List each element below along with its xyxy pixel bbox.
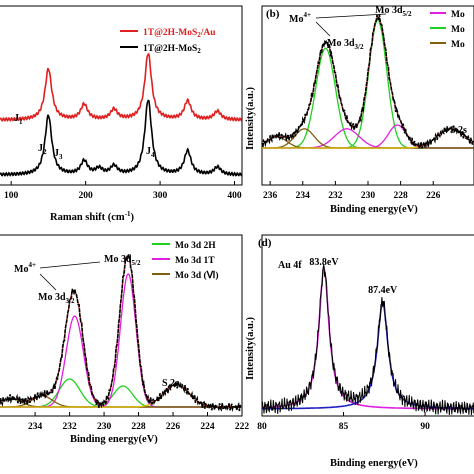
b-d32-label: Mo 3d3/2 — [327, 38, 364, 51]
c-x-axis-label: Binding energy(eV) — [70, 434, 158, 445]
b-arrow-to-d32 — [315, 21, 331, 37]
raman-x-tick-label: 300 — [153, 191, 168, 201]
c-x-ticks: 234 232 230 228 226 224 222 — [28, 412, 249, 432]
legend-label-plain: 1T@2H-MoS2 — [143, 44, 201, 55]
raman-axes-frame — [0, 5, 243, 186]
raman-curves — [0, 53, 243, 177]
c-curves-tick-label: 228 — [131, 422, 146, 432]
raman-legend: 1T@2H-MoS2/Au 1T@2H-MoS2 — [120, 28, 216, 55]
raman-peak-label: J4 — [146, 146, 155, 159]
b-arrow-to-d52 — [315, 13, 387, 19]
c-curves — [0, 254, 242, 413]
c-legend: Mo 3d 2H Mo 3d 1T Mo 3d (Ⅵ) — [152, 241, 219, 281]
b-legend-label-2: Mo — [451, 25, 465, 35]
raman-peak-label: J3 — [54, 148, 63, 161]
b-mo4-label: Mo4+ — [289, 11, 311, 25]
b-x-axis-label: Binding energy(eV) — [330, 204, 418, 215]
b-d52-label: Mo 3d5/2 — [375, 5, 412, 18]
raman-series-line — [0, 99, 243, 177]
panel-raman: 100 200 300 400 1T@2H-MoS2/Au 1T@2H-MoS2 J1… — [0, 5, 243, 223]
c-curves-tick-label: 234 — [28, 422, 43, 432]
c-legend-label-2: Mo 3d 1T — [175, 256, 215, 266]
b-panel-label: (b) — [266, 8, 280, 20]
c-arrow-to-d32 — [39, 273, 57, 291]
d-x-tick-label: 90 — [420, 422, 430, 432]
c-s2s-label: S 2s — [162, 378, 179, 389]
c-curves-tick-label: 224 — [200, 422, 215, 432]
c-curves-tick-label: 226 — [166, 422, 181, 432]
c-annotations: Mo4+ Mo 3d3/2 Mo 3d5/2 S 2s — [14, 254, 179, 389]
d-x-axis-label: Binding energy(eV) — [330, 458, 418, 469]
c-curves-tick-label: 222 — [235, 422, 250, 432]
raman-series-line — [0, 53, 243, 123]
au-peak-label: 87.4eV — [368, 285, 398, 296]
raman-peak-label: J1 — [14, 113, 23, 126]
c-axes-frame — [0, 234, 243, 417]
b-curves-tick-label: 236 — [263, 191, 278, 201]
b-legend-label-3: Mo — [451, 40, 465, 50]
raman-x-tick-label: 100 — [4, 191, 19, 201]
d-panel-label: (d) — [258, 237, 272, 249]
au-raw-data — [261, 264, 474, 416]
raman-x-ticks: 100 200 300 400 — [4, 181, 242, 201]
b-curves-tick-label: 230 — [361, 191, 376, 201]
panel-c: 234 232 230 228 226 224 222 Binding energy(eV)… — [0, 234, 249, 445]
d-x-tick-label: 80 — [257, 422, 267, 432]
raman-x-axis-label: Raman shift (cm-1) — [50, 210, 135, 223]
b-curves-tick-label: 234 — [296, 191, 311, 201]
c-d52-label: Mo 3d5/2 — [104, 254, 141, 267]
c-legend-label-1: Mo 3d 2H — [175, 241, 216, 251]
b-curves — [261, 14, 474, 149]
b-annotations: Mo4+ Mo 3d3/2 Mo 3d5/2 S 2s — [289, 5, 467, 136]
d-axes-frame — [261, 234, 474, 417]
raman-x-tick-label: 200 — [79, 191, 94, 201]
c-mo4-label: Mo4+ — [14, 261, 36, 275]
d-title: Au 4f — [278, 260, 302, 271]
b-curves-tick-label: 228 — [393, 191, 408, 201]
panel-b: 23623423223022822622 (b) Intensity(a.u.)… — [245, 5, 474, 215]
b-legend: Mo Mo Mo — [430, 10, 465, 50]
d-x-tick-label: 85 — [339, 422, 349, 432]
c-legend-label-3: Mo 3d (Ⅵ) — [175, 270, 219, 281]
d-peak-labels: 83.8eV 87.4eV — [309, 257, 398, 296]
c-curves-tick-label: 230 — [97, 422, 112, 432]
xps-raw-data — [261, 14, 474, 149]
b-x-ticks: 23623423223022822622 — [263, 181, 441, 201]
raman-peak-labels: J1 J2 J3 J4 — [14, 113, 155, 161]
d-x-ticks: 80 85 90 — [257, 412, 430, 432]
b-y-axis-label: Intensity(a.u.) — [245, 86, 256, 150]
c-arrow-to-d52 — [39, 261, 101, 269]
d-y-axis-label: Intensity(a.u.) — [245, 316, 256, 380]
xps-raw-data — [0, 254, 242, 413]
b-axes-frame — [261, 5, 474, 186]
b-legend-label-1: Mo — [451, 10, 465, 20]
raman-peak-label: J2 — [38, 143, 47, 156]
au-peak-label: 83.8eV — [309, 257, 339, 268]
b-s2s-label: S 2s — [450, 125, 467, 136]
legend-label-au: 1T@2H-MoS2/Au — [143, 28, 216, 39]
b-curves-tick-label: 226 — [426, 191, 441, 201]
c-d32-label: Mo 3d3/2 — [38, 292, 75, 305]
xps-component-peak — [262, 19, 474, 149]
b-curves-tick-label: 232 — [328, 191, 343, 201]
c-curves-tick-label: 232 — [62, 422, 77, 432]
raman-x-tick-label: 400 — [227, 191, 242, 201]
au-fit-line — [262, 301, 474, 410]
panel-d: 80 85 90 (d) Intensity(a.u.) Binding energ… — [245, 234, 474, 469]
d-curves — [261, 264, 474, 416]
